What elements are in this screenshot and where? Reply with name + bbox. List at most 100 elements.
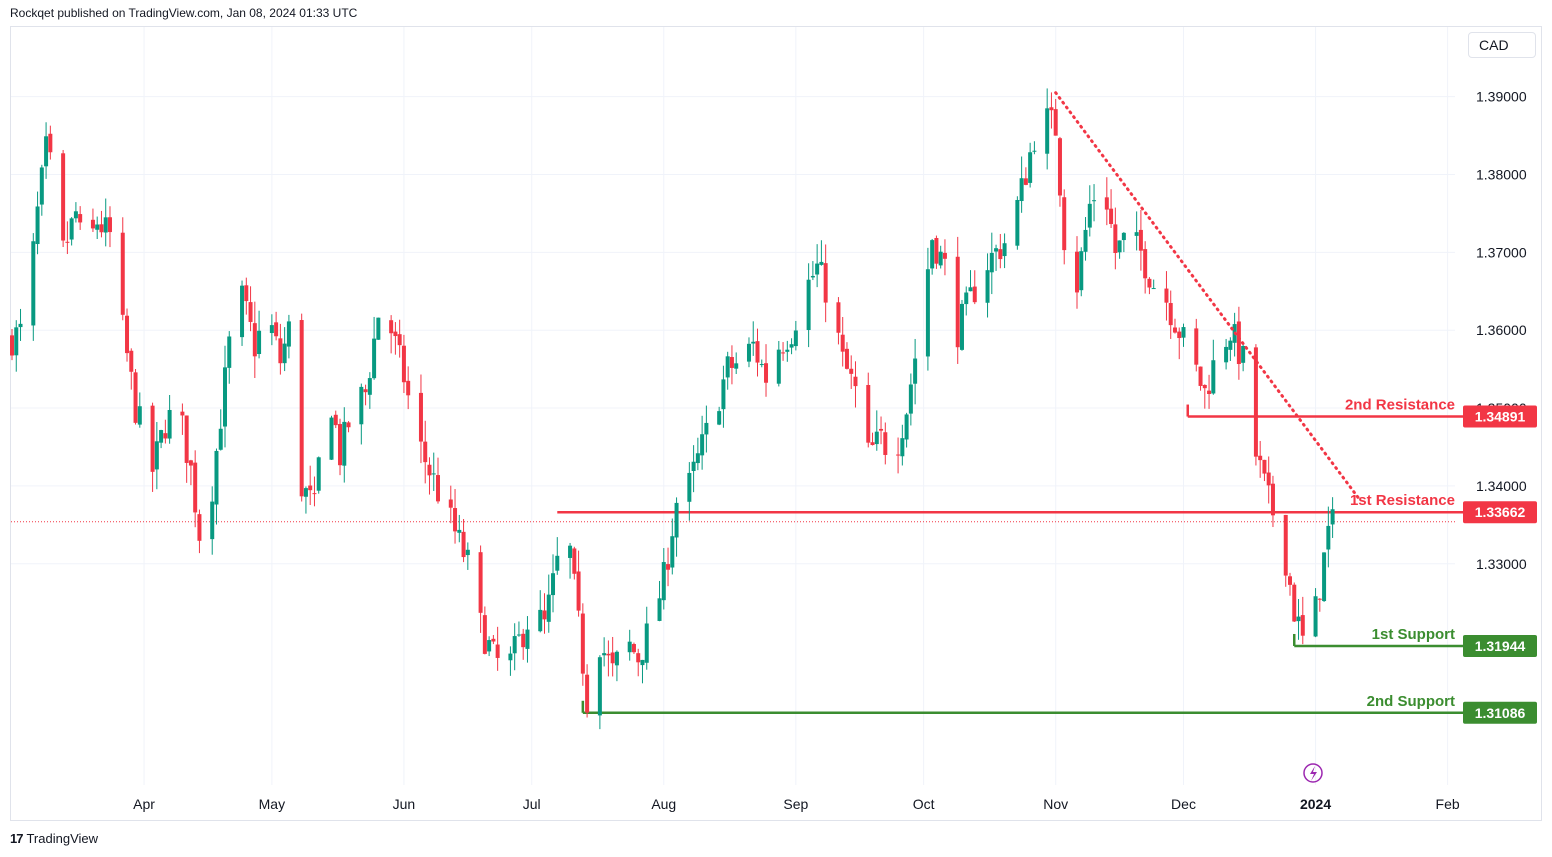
- candle: [154, 421, 159, 490]
- candle: [1194, 318, 1199, 372]
- candle-body: [1228, 340, 1233, 350]
- candle: [819, 240, 824, 266]
- candle: [913, 338, 918, 405]
- candle: [1049, 92, 1054, 129]
- candle-body: [585, 674, 590, 713]
- candle: [1053, 98, 1058, 136]
- candle: [453, 489, 458, 544]
- candle: [491, 634, 496, 645]
- candle: [252, 301, 257, 378]
- candle: [538, 590, 543, 633]
- x-tick-label: Dec: [1171, 796, 1196, 812]
- candle-body: [278, 338, 283, 364]
- candle: [636, 648, 641, 677]
- candle-body: [512, 636, 517, 654]
- candle-body: [299, 320, 304, 497]
- candle: [614, 650, 619, 682]
- candle: [1283, 514, 1288, 587]
- candle: [580, 603, 585, 686]
- candle-body: [495, 644, 500, 658]
- candle: [964, 286, 969, 316]
- candle: [44, 122, 49, 179]
- candle: [972, 270, 977, 305]
- candle-body: [1313, 596, 1318, 637]
- candle: [1143, 241, 1148, 294]
- candle: [568, 542, 573, 579]
- candle: [942, 239, 947, 276]
- candle-body: [908, 384, 913, 414]
- candle-body: [955, 256, 960, 348]
- candle-body: [815, 263, 820, 275]
- candle: [359, 383, 364, 445]
- candle: [188, 459, 193, 486]
- candle-body: [695, 453, 700, 464]
- candle-body: [602, 653, 607, 656]
- candle-body: [333, 414, 338, 426]
- candle-body: [282, 343, 287, 364]
- x-tick-label: Jun: [393, 796, 416, 812]
- candle-body: [866, 384, 871, 443]
- candle-body: [938, 251, 943, 266]
- candle: [448, 485, 453, 524]
- candle: [1326, 506, 1331, 568]
- candle-body: [1164, 288, 1169, 303]
- candle: [210, 486, 215, 555]
- candle: [1198, 366, 1203, 391]
- candle: [406, 366, 411, 410]
- candle: [896, 437, 901, 474]
- price-tag-value: 1.34891: [1475, 409, 1526, 425]
- candle-body: [376, 317, 381, 340]
- candle-body: [18, 323, 23, 328]
- candle: [1292, 582, 1297, 623]
- down-trendline: [1054, 91, 1360, 500]
- candle: [487, 636, 492, 657]
- candle-body: [810, 275, 815, 278]
- candle-body: [48, 133, 53, 153]
- candle: [244, 277, 249, 315]
- candle-body: [1151, 288, 1156, 290]
- candle-body: [819, 261, 824, 265]
- candle-body: [576, 571, 581, 611]
- candle: [1083, 217, 1088, 261]
- candle: [197, 509, 202, 554]
- candle-body: [972, 286, 977, 303]
- candle: [904, 412, 909, 448]
- currency-selector[interactable]: CAD: [1468, 32, 1536, 58]
- candle: [1113, 207, 1118, 270]
- lightning-icon[interactable]: [1303, 763, 1323, 783]
- candle-body: [985, 270, 990, 303]
- y-tick-label: 1.34000: [1476, 478, 1527, 494]
- candle-body: [316, 457, 321, 491]
- candle: [551, 554, 556, 613]
- tradingview-footer[interactable]: 17 TradingView: [10, 831, 98, 846]
- candle-body: [418, 392, 423, 442]
- price-tags: 1.34891 1.33662 1.31944 1.31086: [1463, 405, 1537, 724]
- candle: [631, 642, 636, 654]
- candle: [69, 217, 74, 246]
- candle-body: [1270, 483, 1275, 516]
- candle-body: [461, 531, 466, 558]
- candle: [674, 497, 679, 557]
- candle: [930, 238, 935, 275]
- candle-body: [240, 285, 245, 338]
- candle: [48, 125, 53, 160]
- candle: [1117, 240, 1122, 259]
- candle: [423, 420, 428, 484]
- candle-body: [627, 641, 632, 653]
- candle-body: [674, 502, 679, 538]
- candle: [640, 659, 645, 684]
- candle-body: [853, 376, 858, 387]
- price-levels: 2nd Resistance 1st Resistance 1st Support 2…: [11, 397, 1463, 715]
- candle: [576, 550, 581, 617]
- candle-body: [597, 657, 602, 716]
- candle-body: [427, 464, 432, 476]
- candle-body: [913, 358, 918, 384]
- candle-body: [551, 573, 556, 596]
- candle-body: [687, 472, 692, 502]
- candle-body: [1075, 251, 1079, 293]
- candle-body: [227, 336, 232, 368]
- candle-body: [154, 441, 159, 470]
- candle: [286, 314, 291, 359]
- candle-body: [896, 454, 901, 456]
